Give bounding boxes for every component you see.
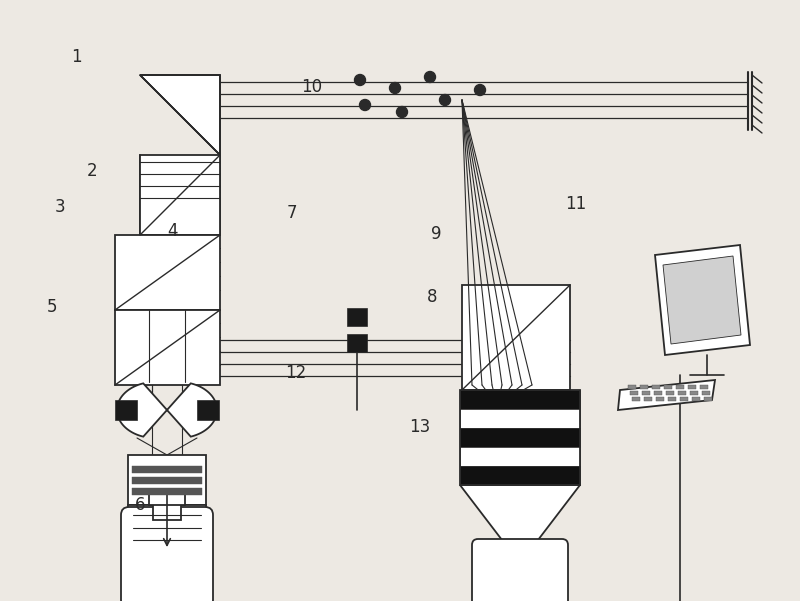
Bar <box>666 391 674 395</box>
Bar <box>676 385 684 389</box>
Bar <box>462 285 570 390</box>
Bar <box>664 385 672 389</box>
Polygon shape <box>117 383 217 437</box>
Bar <box>668 397 676 401</box>
Text: 5: 5 <box>46 297 58 316</box>
Bar <box>652 385 660 389</box>
Polygon shape <box>140 75 220 155</box>
Circle shape <box>359 100 370 111</box>
Bar <box>153 502 181 520</box>
Bar <box>680 397 688 401</box>
Bar <box>132 488 202 495</box>
Bar <box>347 334 367 352</box>
Bar <box>347 308 367 326</box>
Bar <box>656 397 664 401</box>
Bar <box>704 397 712 401</box>
Bar <box>460 466 580 485</box>
FancyBboxPatch shape <box>472 539 568 601</box>
Circle shape <box>397 106 407 118</box>
Bar <box>690 391 698 395</box>
Text: 4: 4 <box>166 222 178 240</box>
Bar <box>460 428 580 447</box>
Polygon shape <box>663 256 741 344</box>
Bar <box>628 385 636 389</box>
Bar <box>630 391 638 395</box>
Text: 13: 13 <box>410 418 430 436</box>
Text: 12: 12 <box>286 364 306 382</box>
Bar <box>644 397 652 401</box>
Bar <box>688 385 696 389</box>
Text: 3: 3 <box>54 198 66 216</box>
Bar <box>702 391 710 395</box>
Text: 6: 6 <box>134 496 146 514</box>
Bar <box>115 400 137 420</box>
Text: 7: 7 <box>286 204 298 222</box>
Bar <box>128 455 206 505</box>
Circle shape <box>439 94 450 106</box>
Bar <box>115 310 220 385</box>
Bar <box>678 391 686 395</box>
Bar <box>460 390 580 485</box>
Text: 2: 2 <box>86 162 98 180</box>
Polygon shape <box>655 245 750 355</box>
Bar <box>460 390 580 409</box>
Bar <box>700 385 708 389</box>
Text: 1: 1 <box>70 48 82 66</box>
Bar <box>149 490 185 505</box>
Bar <box>632 397 640 401</box>
Polygon shape <box>618 380 715 410</box>
Circle shape <box>390 82 401 94</box>
FancyBboxPatch shape <box>121 507 213 601</box>
Bar <box>692 397 700 401</box>
Text: 8: 8 <box>426 288 438 307</box>
Text: 9: 9 <box>430 225 442 243</box>
Polygon shape <box>460 485 580 540</box>
Circle shape <box>354 75 366 85</box>
Text: 10: 10 <box>302 78 322 96</box>
Bar <box>132 477 202 484</box>
Bar <box>460 447 580 466</box>
Bar <box>460 409 580 428</box>
Bar <box>642 391 650 395</box>
Circle shape <box>425 72 435 82</box>
Bar <box>128 505 206 550</box>
Bar <box>640 385 648 389</box>
Circle shape <box>474 85 486 96</box>
Bar <box>197 400 219 420</box>
Bar <box>132 466 202 473</box>
Bar <box>140 155 220 235</box>
Bar <box>654 391 662 395</box>
Text: 11: 11 <box>566 195 586 213</box>
Bar <box>115 235 220 310</box>
